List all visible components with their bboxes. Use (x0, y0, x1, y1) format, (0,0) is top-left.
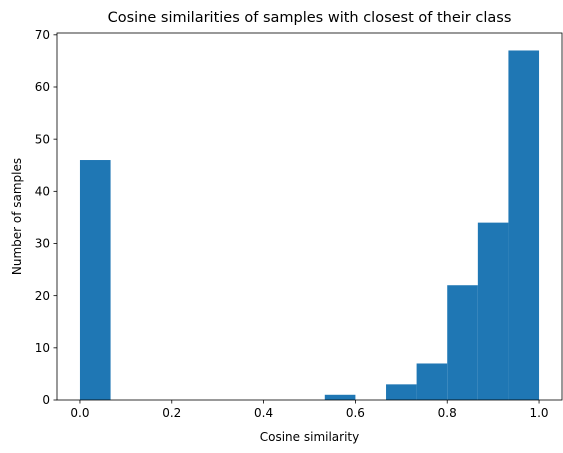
x-tick-label: 0.4 (254, 406, 273, 420)
y-tick-label: 30 (35, 237, 50, 251)
x-tick-label: 1.0 (529, 406, 548, 420)
histogram-bar (386, 384, 417, 400)
x-tick-label: 0.0 (70, 406, 89, 420)
y-axis-label: Number of samples (10, 158, 24, 275)
histogram-bar (477, 222, 509, 400)
y-tick-label: 50 (35, 132, 50, 146)
x-tick-label: 0.8 (438, 406, 457, 420)
histogram-bar (508, 50, 540, 400)
plot-frame (56, 32, 563, 401)
y-tick-label: 70 (35, 28, 50, 42)
y-tick-label: 10 (35, 341, 50, 355)
histogram-bar (416, 363, 448, 400)
x-tick-label: 0.6 (346, 406, 365, 420)
x-tick-label: 0.2 (162, 406, 181, 420)
x-axis-ticks: 0.0 0.2 0.4 0.6 0.8 1.0 (70, 400, 549, 420)
x-axis-label: Cosine similarity (260, 430, 359, 444)
histogram-bar (447, 285, 478, 400)
histogram-bar (79, 160, 111, 400)
histogram-bar (324, 394, 356, 400)
y-tick-label: 0 (42, 393, 50, 407)
y-tick-label: 60 (35, 80, 50, 94)
chart-title: Cosine similarities of samples with clos… (108, 10, 512, 26)
y-tick-label: 20 (35, 289, 50, 303)
y-tick-label: 40 (35, 185, 50, 199)
y-axis-ticks: 0 10 20 30 40 50 60 70 (35, 28, 57, 407)
bars-group (79, 50, 540, 400)
